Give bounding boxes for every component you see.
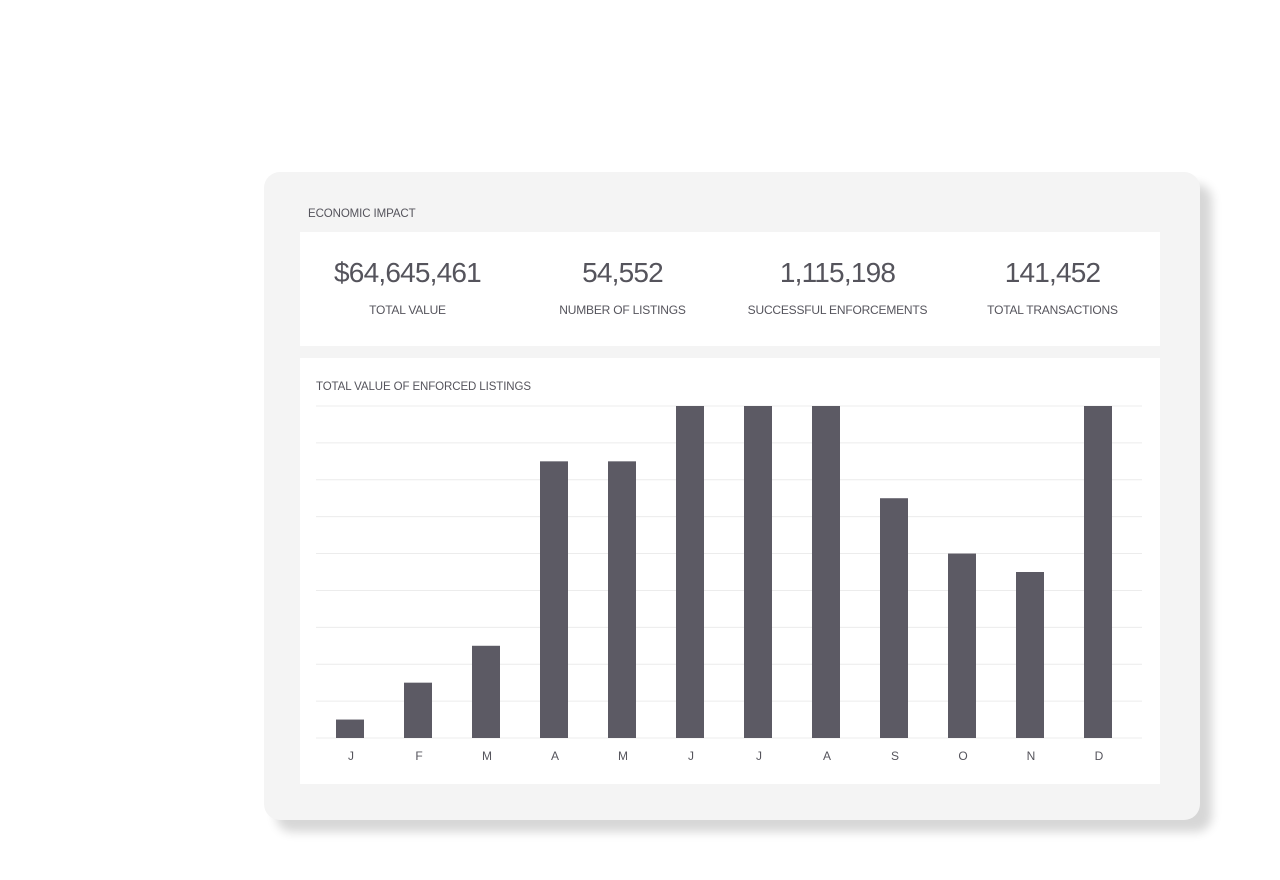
- bar-1: [404, 682, 432, 738]
- bar-6: [744, 406, 772, 738]
- stat-value: 1,115,198: [779, 257, 896, 288]
- bar-0: [336, 719, 364, 738]
- x-tick-label: N: [1027, 749, 1036, 763]
- economic-impact-card: ECONOMIC IMPACT $64,645,461 TOTAL VALUE …: [264, 172, 1200, 820]
- section-title: ECONOMIC IMPACT: [308, 208, 416, 220]
- stat-value: 54,552: [582, 257, 664, 288]
- bar-5: [676, 406, 704, 738]
- bar-4: [608, 461, 636, 738]
- bar-7: [812, 406, 840, 738]
- chart-title: TOTAL VALUE OF ENFORCED LISTINGS: [316, 381, 531, 393]
- stat-total-value: $64,645,461 TOTAL VALUE: [300, 232, 515, 346]
- stat-successful-enforcements: 1,115,198 SUCCESSFUL ENFORCEMENTS: [730, 232, 945, 346]
- stat-label: TOTAL VALUE: [369, 303, 446, 317]
- stat-label: SUCCESSFUL ENFORCEMENTS: [747, 303, 928, 317]
- bar-8: [880, 498, 908, 738]
- stat-value: 141,452: [1004, 257, 1101, 288]
- bar-9: [948, 553, 976, 738]
- x-tick-label: J: [756, 749, 762, 763]
- stat-value: $64,645,461: [334, 257, 482, 288]
- bar-3: [540, 461, 568, 738]
- bar-10: [1016, 572, 1044, 738]
- x-tick-label: M: [482, 749, 492, 763]
- bar-11: [1084, 406, 1112, 738]
- stat-number-of-listings: 54,552 NUMBER OF LISTINGS: [515, 232, 730, 346]
- bar-2: [472, 645, 500, 738]
- x-tick-label: M: [618, 749, 628, 763]
- x-tick-label: O: [958, 749, 967, 763]
- stat-label: TOTAL TRANSACTIONS: [987, 303, 1118, 317]
- chart-panel: TOTAL VALUE OF ENFORCED LISTINGS J F M A M J J…: [300, 358, 1160, 784]
- stat-label: NUMBER OF LISTINGS: [559, 303, 686, 317]
- x-tick-label: F: [415, 749, 422, 763]
- x-tick-label: A: [823, 749, 831, 763]
- x-tick-label: D: [1095, 749, 1104, 763]
- x-tick-label: A: [551, 749, 559, 763]
- x-tick-label: J: [348, 749, 354, 763]
- stat-total-transactions: 141,452 TOTAL TRANSACTIONS: [945, 232, 1160, 346]
- x-tick-label: J: [688, 749, 694, 763]
- x-tick-label: S: [891, 749, 899, 763]
- stats-panel: $64,645,461 TOTAL VALUE 54,552 NUMBER OF…: [300, 232, 1160, 346]
